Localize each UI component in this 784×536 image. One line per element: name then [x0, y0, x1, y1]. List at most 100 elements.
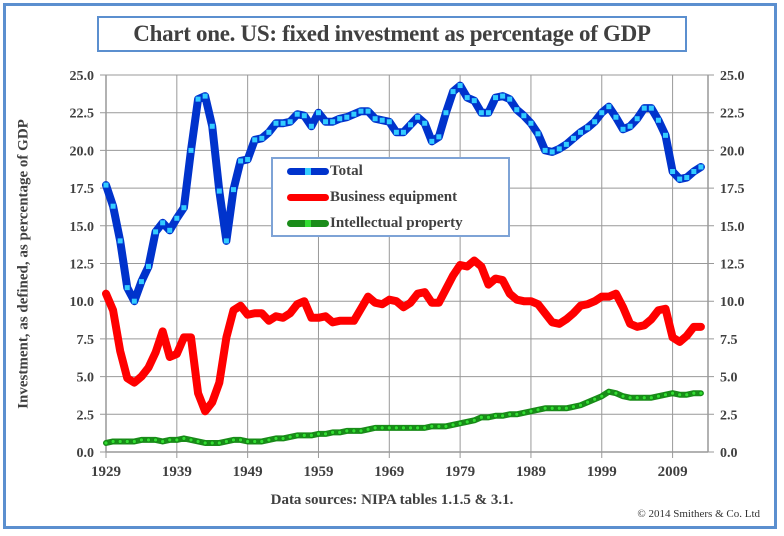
legend: Total Business equipment Intellectual pr… [271, 157, 510, 237]
data-point-total [478, 110, 484, 116]
data-point-total [188, 147, 194, 153]
y-tick-label-right: 17.5 [720, 182, 745, 197]
data-point-total [259, 135, 265, 141]
data-point-intellectual-property [606, 389, 612, 395]
series-line-intellectual-property [103, 388, 704, 446]
data-point-total [280, 120, 286, 126]
data-point-total [429, 138, 435, 144]
data-point-total [323, 119, 329, 125]
data-point-total [641, 105, 647, 111]
data-point-intellectual-property [301, 433, 307, 438]
y-tick-label-left: 5.0 [77, 371, 95, 386]
data-point-intellectual-property [216, 440, 222, 446]
data-point-intellectual-property [372, 425, 378, 431]
data-point-intellectual-property [323, 431, 328, 437]
data-point-intellectual-property [174, 437, 180, 443]
data-point-intellectual-property [393, 425, 399, 431]
data-point-total [528, 120, 534, 126]
data-point-total [124, 285, 130, 291]
data-point-intellectual-property [110, 439, 116, 444]
data-point-total [252, 137, 258, 143]
data-point-total [138, 279, 144, 285]
data-point-total [153, 229, 159, 235]
data-point-intellectual-property [337, 429, 343, 435]
series-lines [102, 81, 705, 446]
data-point-total [655, 117, 661, 123]
data-point-intellectual-property [408, 425, 413, 431]
data-point-intellectual-property [238, 437, 243, 443]
data-point-intellectual-property [287, 434, 293, 440]
data-point-intellectual-property [493, 413, 498, 419]
data-point-total [103, 182, 109, 188]
data-point-intellectual-property [124, 439, 130, 444]
data-point-intellectual-property [117, 439, 123, 444]
data-point-total [422, 120, 428, 126]
data-point-intellectual-property [365, 426, 371, 432]
data-point-total [273, 120, 279, 126]
grid-lines [100, 74, 714, 458]
y-tick-label-right: 22.5 [720, 107, 745, 122]
data-point-intellectual-property [231, 437, 236, 443]
data-point-intellectual-property [266, 437, 272, 443]
data-point-total [400, 129, 406, 135]
data-point-intellectual-property [294, 433, 300, 438]
data-source-note: Data sources: NIPA tables 1.1.5 & 3.1. [270, 492, 514, 508]
data-point-total [521, 113, 527, 119]
data-point-total [351, 111, 357, 117]
data-point-total [238, 158, 244, 164]
y-tick-label-right: 25.0 [720, 69, 745, 84]
data-point-intellectual-property [599, 393, 605, 399]
data-point-total [592, 119, 598, 125]
data-point-intellectual-property [507, 411, 513, 417]
data-point-intellectual-property [103, 440, 109, 446]
data-point-intellectual-property [578, 402, 583, 408]
y-tick-label-left: 20.0 [70, 144, 95, 159]
data-point-total [670, 169, 676, 175]
data-point-total [500, 93, 506, 99]
x-tick-label: 1989 [516, 464, 546, 480]
data-point-intellectual-property [691, 390, 697, 396]
y-tick-label-left: 10.0 [70, 295, 95, 310]
data-point-total [301, 113, 307, 119]
data-point-total [408, 122, 414, 128]
data-point-total [620, 126, 626, 132]
data-point-total [117, 238, 123, 244]
data-point-intellectual-property [195, 439, 201, 444]
data-point-intellectual-property [316, 431, 321, 437]
legend-swatch-business-equipment [287, 194, 329, 201]
y-tick-label-right: 5.0 [720, 371, 738, 386]
y-tick-label-right: 15.0 [720, 220, 745, 235]
data-point-intellectual-property [670, 390, 675, 396]
data-point-total [563, 141, 569, 147]
data-point-total [493, 95, 499, 101]
x-tick-label: 1999 [587, 464, 617, 480]
y-tick-label-right: 7.5 [720, 333, 738, 348]
x-tick-label: 2009 [658, 464, 688, 480]
data-point-total [372, 116, 378, 122]
data-point-total [145, 264, 151, 270]
axes [105, 75, 709, 453]
data-point-total [209, 123, 215, 129]
data-point-intellectual-property [528, 408, 534, 414]
data-point-intellectual-property [613, 390, 619, 396]
data-point-intellectual-property [153, 437, 158, 443]
data-point-total [578, 129, 584, 135]
data-point-total [344, 114, 350, 120]
data-point-intellectual-property [344, 428, 350, 434]
x-tick-label: 1959 [303, 464, 333, 480]
x-tick-label: 1939 [162, 464, 192, 480]
data-point-total [556, 146, 562, 152]
y-tick-label-left: 12.5 [70, 258, 95, 273]
data-point-total [648, 105, 654, 111]
data-point-intellectual-property [648, 395, 654, 401]
data-point-intellectual-property [436, 423, 442, 429]
data-point-total [599, 110, 605, 116]
data-point-intellectual-property [478, 414, 484, 420]
data-point-total [627, 123, 633, 129]
data-point-total [308, 123, 314, 129]
y-tick-label-right: 20.0 [720, 144, 745, 159]
data-point-intellectual-property [160, 439, 166, 444]
data-point-intellectual-property [500, 413, 506, 419]
data-point-total [457, 83, 463, 89]
data-point-intellectual-property [209, 440, 215, 446]
